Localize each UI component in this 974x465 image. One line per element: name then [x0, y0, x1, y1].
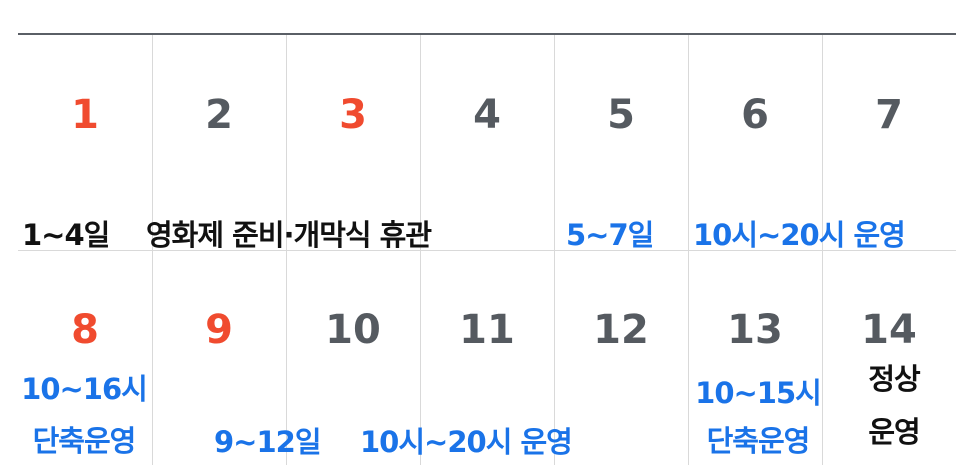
day-6: 6 — [741, 92, 769, 138]
day-13-label: 단축운영 — [706, 424, 811, 458]
day-4: 4 — [473, 92, 501, 138]
day-3: 3 — [339, 92, 367, 138]
day-1: 1 — [71, 92, 99, 138]
top-divider — [18, 33, 956, 35]
day-13: 13 — [727, 307, 783, 353]
day-8-hours: 10~16시 — [21, 372, 148, 406]
hours-range: 5~7일 — [566, 218, 654, 252]
day-12: 12 — [593, 307, 649, 353]
day-11: 11 — [459, 307, 515, 353]
closure-text: 영화제 준비·개막식 휴관 — [146, 218, 432, 252]
day-8-label: 단축운영 — [32, 424, 137, 458]
day-8: 8 — [71, 307, 99, 353]
range-hours: 10시~20시 운영 — [360, 425, 573, 459]
day-13-hours: 10~15시 — [695, 376, 822, 410]
hours-text: 10시~20시 운영 — [693, 218, 906, 252]
day-10: 10 — [325, 307, 381, 353]
closure-range: 1~4일 — [22, 218, 110, 252]
range-days: 9~12일 — [214, 425, 322, 459]
week-divider — [18, 250, 956, 251]
day-5: 5 — [607, 92, 635, 138]
day-7: 7 — [875, 92, 903, 138]
day-14-line1: 정상 — [868, 362, 920, 396]
day-2: 2 — [205, 92, 233, 138]
day-9: 9 — [205, 307, 233, 353]
day-14: 14 — [861, 307, 917, 353]
day-14-line2: 운영 — [868, 415, 920, 449]
